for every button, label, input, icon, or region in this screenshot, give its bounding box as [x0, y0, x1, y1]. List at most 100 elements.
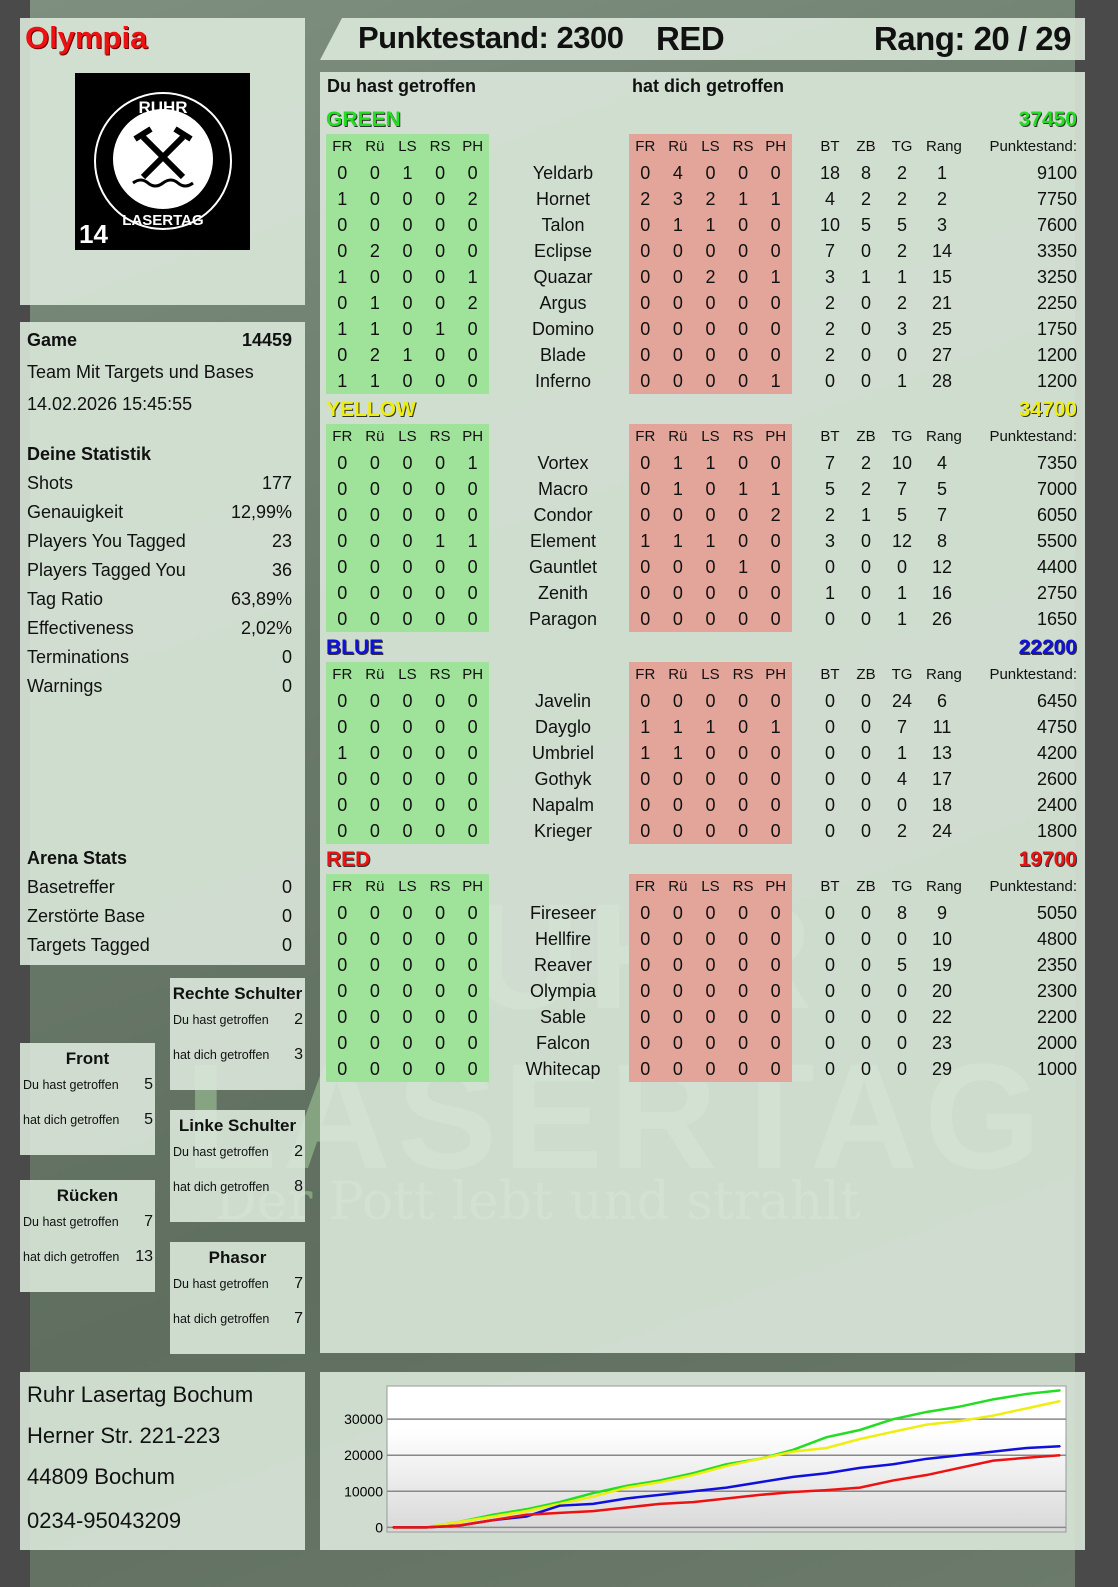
- hit-zone-title: Rechte Schulter: [172, 984, 303, 1003]
- hit-you-cell: 0: [629, 1056, 662, 1082]
- score-header: Punktestand: 2300 RED Rang: 20 / 29: [320, 18, 1085, 60]
- hit-you-cell: 0: [694, 740, 727, 766]
- you-hit-cell: 0: [358, 264, 392, 290]
- you-hit-cell: 0: [391, 1004, 424, 1030]
- player-row[interactable]: 0 0 0 0 0 Talon 0 1 1 0 0 10 5 5 3 7600: [320, 212, 1085, 238]
- stat-cell: 1: [936, 163, 947, 183]
- series-point-3: [625, 1506, 628, 1509]
- series-point-0: [492, 1513, 494, 1516]
- you-hit-cell: 0: [358, 186, 392, 212]
- hit-you-cell: 0: [629, 580, 662, 606]
- hit-you-cell: 1: [759, 714, 792, 740]
- player-row[interactable]: 0 2 1 0 0 Blade 0 0 0 0 0 2 0 0 27 1200: [320, 342, 1085, 368]
- player-row[interactable]: 0 0 1 0 0 Yeldarb 0 4 0 0 0 18 8 2 1 9100: [320, 160, 1085, 186]
- player-score-cell: 2250: [1036, 293, 1077, 313]
- player-row[interactable]: 0 0 0 0 0 Krieger 0 0 0 0 0 0 0 2 24 1800: [320, 818, 1085, 844]
- player-name-cell: Condor: [533, 505, 593, 525]
- series-point-2: [725, 1486, 728, 1489]
- player-name-cell: Gauntlet: [528, 557, 598, 577]
- player-row[interactable]: 0 1 0 0 2 Argus 0 0 0 0 0 2 0 2 21 2250: [320, 290, 1085, 316]
- logo-text-bottom: LASERTAG: [122, 212, 203, 229]
- you-hit-cell: 0: [358, 580, 392, 606]
- player-row[interactable]: 0 0 0 0 0 Dayglo 1 1 1 0 1 0 0 7 11 4750: [320, 714, 1085, 740]
- player-row[interactable]: 1 1 0 0 0 Inferno 0 0 0 0 1 0 0 1 28 1200: [320, 368, 1085, 394]
- hit-you-cell: 0: [661, 342, 695, 368]
- player-row[interactable]: 0 0 0 0 1 Vortex 0 1 1 0 0 7 2 10 4 7350: [320, 450, 1085, 476]
- player-row[interactable]: 0 0 0 0 0 Macro 0 1 0 1 1 5 2 7 5 7000: [320, 476, 1085, 502]
- player-row[interactable]: 0 0 0 0 0 Fireseer 0 0 0 0 0 0 0 8 9 5050: [320, 900, 1085, 926]
- player-row[interactable]: 0 0 0 0 0 Whitecap 0 0 0 0 0 0 0 0 29 1000: [320, 1056, 1085, 1082]
- hit-you-cell: 0: [726, 450, 760, 476]
- player-row[interactable]: 0 0 0 0 0 Hellfire 0 0 0 0 0 0 0 0 10 4800: [320, 926, 1085, 952]
- stat-cell: 3: [824, 531, 835, 551]
- stat-cell: 7: [936, 505, 947, 525]
- hit-you-cell: 1: [661, 450, 695, 476]
- stat-cell: 15: [931, 267, 953, 287]
- hit-you-cell: 0: [694, 554, 727, 580]
- player-row[interactable]: 0 0 0 0 0 Sable 0 0 0 0 0 0 0 0 22 2200: [320, 1004, 1085, 1030]
- stat-cell: 0: [860, 345, 871, 365]
- stat-cell: 16: [931, 583, 953, 603]
- player-row[interactable]: 0 0 0 0 0 Zenith 0 0 0 0 0 1 0 1 16 2750: [320, 580, 1085, 606]
- series-point-1: [558, 1503, 561, 1505]
- player-name-cell: Vortex: [537, 453, 589, 473]
- you-hit-cell: 1: [423, 316, 457, 342]
- stat-row: Terminations 0: [27, 644, 292, 670]
- player-row[interactable]: 1 0 0 0 0 Umbriel 1 1 0 0 0 0 0 1 13 4200: [320, 740, 1085, 766]
- series-point-3: [959, 1467, 961, 1469]
- y-tick-label: 0: [375, 1519, 383, 1535]
- you-hit-cell: 0: [358, 160, 392, 186]
- player-name-cell: Yeldarb: [532, 163, 594, 183]
- player-row[interactable]: 0 0 0 0 0 Condor 0 0 0 0 2 2 1 5 7 6050: [320, 502, 1085, 528]
- player-row[interactable]: 1 1 0 1 0 Domino 0 0 0 0 0 2 0 3 25 1750: [320, 316, 1085, 342]
- player-row[interactable]: 0 0 0 1 1 Element 1 1 1 0 0 3 0 12 8 5500: [320, 528, 1085, 554]
- stat-cell: 0: [824, 821, 835, 841]
- stat-value: 12,99%: [230, 502, 292, 522]
- stat-cell: 2: [896, 821, 907, 841]
- you-hit-cell: 0: [423, 368, 457, 394]
- player-row[interactable]: 0 0 0 0 0 Falcon 0 0 0 0 0 0 0 0 23 2000: [320, 1030, 1085, 1056]
- you-hit-cell: 0: [358, 212, 392, 238]
- series-point-1: [1025, 1407, 1028, 1410]
- you-hit-cell: 0: [391, 368, 424, 394]
- series-point-3: [859, 1486, 861, 1489]
- you-hit-cell: 0: [358, 818, 392, 844]
- hit-you-cell: 0: [726, 926, 760, 952]
- player-row[interactable]: 1 0 0 0 2 Hornet 2 3 2 1 1 4 2 2 2 7750: [320, 186, 1085, 212]
- you-hit-cell: 0: [423, 818, 457, 844]
- player-row[interactable]: 0 0 0 0 0 Javelin 0 0 0 0 0 0 0 24 6 6450: [320, 688, 1085, 714]
- you-hit-cell: 1: [358, 290, 392, 316]
- player-row[interactable]: 0 0 0 0 0 Napalm 0 0 0 0 0 0 0 0 18 2400: [320, 792, 1085, 818]
- player-row[interactable]: 0 2 0 0 0 Eclipse 0 0 0 0 0 7 0 2 14 3350: [320, 238, 1085, 264]
- player-row[interactable]: 0 0 0 0 0 Gothyk 0 0 0 0 0 0 0 4 17 2600: [320, 766, 1085, 792]
- you-hit-cell: 0: [423, 264, 457, 290]
- player-row[interactable]: 1 0 0 0 1 Quazar 0 0 2 0 1 3 1 1 15 3250: [320, 264, 1085, 290]
- col-header-stat: Rang: [926, 878, 962, 895]
- you-hit-cell: 0: [456, 1056, 489, 1082]
- player-name-cell: Hornet: [535, 189, 591, 209]
- player-row[interactable]: 0 0 0 0 0 Reaver 0 0 0 0 0 0 0 5 19 2350: [320, 952, 1085, 978]
- hit-you-cell: 0: [661, 1004, 695, 1030]
- you-hit-cell: 0: [456, 212, 489, 238]
- hit-you-cell: 0: [759, 528, 792, 554]
- stat-cell: 2: [896, 293, 907, 313]
- hit-you-cell: 0: [694, 688, 727, 714]
- hit-you-cell: 0: [629, 766, 662, 792]
- player-row[interactable]: 0 0 0 0 0 Olympia 0 0 0 0 0 0 0 0 20 2300: [320, 978, 1085, 1004]
- you-hit-cell: 1: [326, 316, 359, 342]
- stat-cell: 0: [860, 371, 871, 391]
- stat-cell: 0: [860, 1007, 871, 1027]
- col-header-stat: BT: [820, 666, 840, 683]
- team-name: BLUE: [326, 636, 384, 659]
- col-header-stat: BT: [820, 428, 840, 445]
- player-score-cell: 1000: [1036, 1059, 1077, 1079]
- hit-you-cell: 1: [661, 476, 695, 502]
- stat-cell: 10: [931, 929, 953, 949]
- player-row[interactable]: 0 0 0 0 0 Gauntlet 0 0 0 1 0 0 0 0 12 4400: [320, 554, 1085, 580]
- series-point-0: [959, 1405, 961, 1408]
- hit-you-cell: 0: [629, 792, 662, 818]
- player-row[interactable]: 0 0 0 0 0 Paragon 0 0 0 0 0 0 0 1 26 1650: [320, 606, 1085, 632]
- series-point-1: [792, 1450, 794, 1453]
- you-hit-cell: 0: [391, 900, 424, 926]
- col-header-hit-you: PH: [759, 874, 792, 900]
